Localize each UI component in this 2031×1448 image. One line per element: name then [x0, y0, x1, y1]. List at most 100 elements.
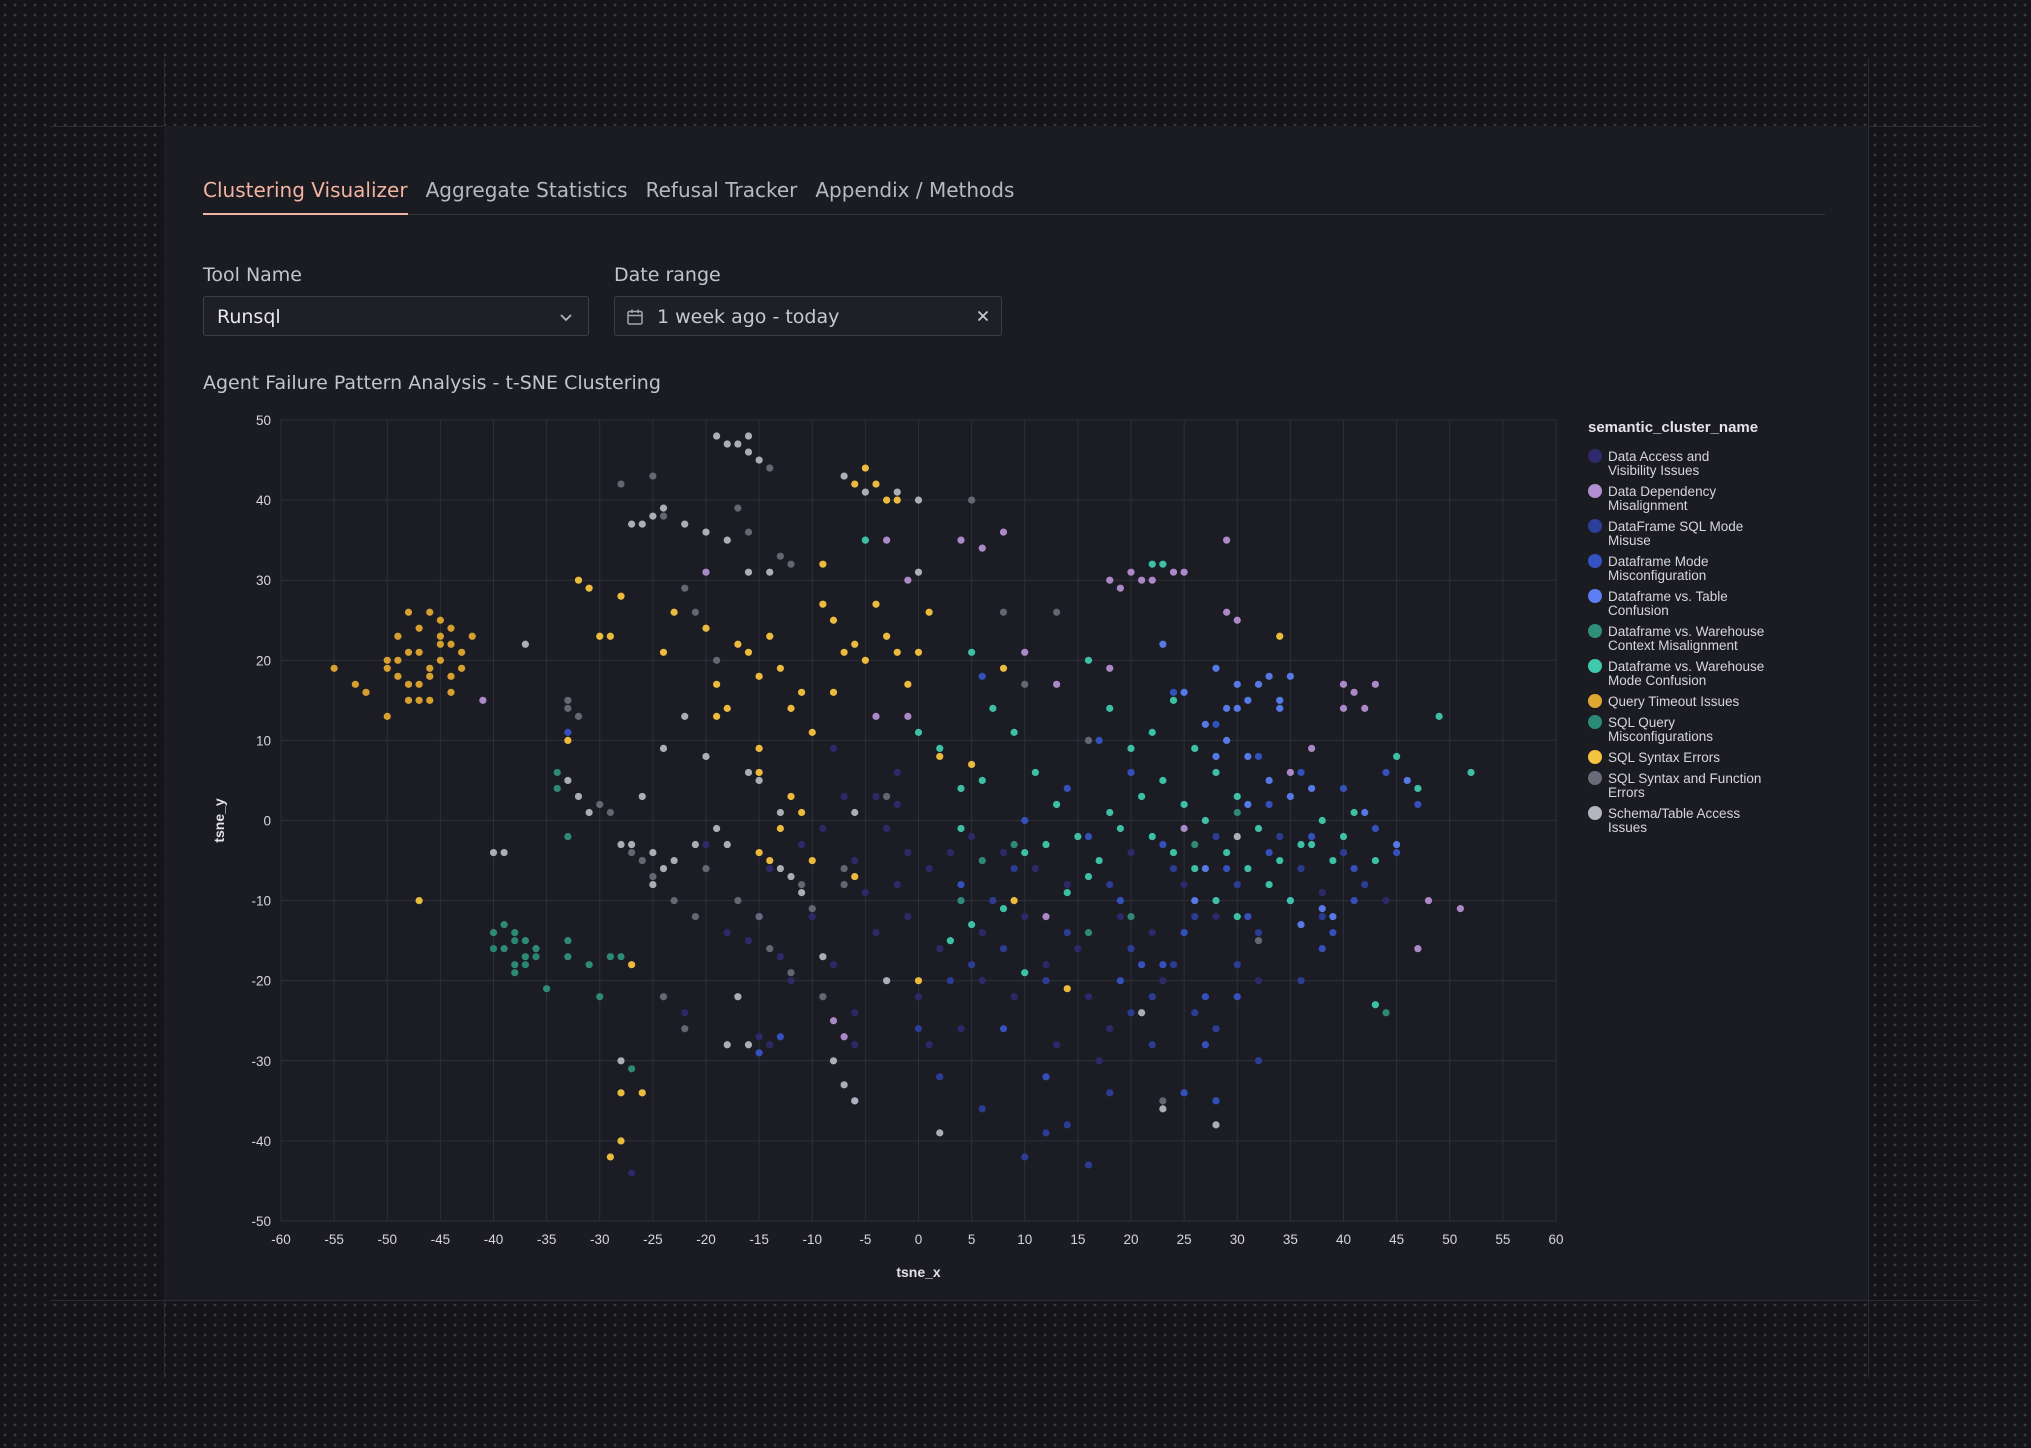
data-point	[362, 688, 370, 696]
y-axis-title: tsne_y	[211, 798, 227, 843]
data-point	[1159, 977, 1167, 985]
data-point	[1414, 800, 1422, 809]
data-point	[1127, 945, 1135, 953]
data-point	[1393, 840, 1401, 849]
data-point	[553, 784, 561, 793]
data-point	[681, 1025, 689, 1033]
data-point	[404, 608, 413, 616]
data-point	[426, 608, 434, 616]
data-point	[1095, 856, 1103, 865]
data-point	[1095, 1057, 1103, 1065]
data-point	[989, 897, 997, 905]
close-icon[interactable]	[975, 308, 991, 328]
data-point	[1031, 864, 1039, 873]
data-point	[1106, 576, 1114, 584]
data-point	[1148, 728, 1156, 736]
data-point	[999, 848, 1008, 857]
data-point	[744, 768, 753, 777]
data-point	[691, 840, 699, 849]
data-point	[883, 536, 891, 544]
data-point	[978, 672, 986, 680]
data-point	[1201, 720, 1209, 728]
tab-aggregate-statistics[interactable]: Aggregate Statistics	[425, 178, 628, 202]
data-point	[1212, 752, 1220, 761]
data-point	[914, 1025, 923, 1033]
data-point	[447, 688, 455, 696]
data-point	[1127, 744, 1135, 753]
data-point	[946, 937, 954, 945]
data-point	[1371, 824, 1379, 833]
data-point	[1053, 608, 1061, 616]
data-point	[585, 584, 593, 592]
data-point	[808, 728, 816, 736]
data-point	[1106, 880, 1114, 889]
data-point	[1053, 680, 1061, 688]
data-point	[840, 1033, 848, 1041]
data-point	[596, 993, 604, 1001]
data-point	[702, 840, 710, 849]
data-point	[1042, 961, 1050, 969]
x-tick-label: 25	[1177, 1232, 1192, 1247]
data-point	[670, 856, 678, 865]
x-tick-label: 40	[1336, 1232, 1351, 1247]
date-range-label: Date range	[614, 264, 721, 286]
data-point	[1254, 929, 1263, 937]
data-point	[436, 656, 444, 664]
tab-appendix-methods[interactable]: Appendix / Methods	[815, 178, 1015, 202]
data-point	[1063, 888, 1071, 897]
data-point	[649, 472, 657, 480]
data-point	[1084, 1161, 1093, 1169]
data-point	[723, 929, 731, 937]
data-point	[617, 1089, 625, 1097]
data-point	[659, 993, 668, 1001]
data-point	[978, 856, 986, 865]
data-point	[755, 456, 763, 464]
data-point	[914, 648, 923, 656]
data-point	[564, 776, 572, 785]
data-point	[936, 1129, 944, 1137]
data-point	[1286, 768, 1294, 777]
data-point	[883, 632, 891, 640]
data-point	[564, 953, 572, 961]
data-point	[447, 640, 455, 648]
data-point	[500, 945, 508, 953]
tool-name-select[interactable]: Runsql	[203, 296, 589, 336]
data-point	[1329, 856, 1337, 865]
data-point	[713, 680, 721, 688]
data-point	[787, 969, 795, 977]
tab-refusal-tracker[interactable]: Refusal Tracker	[645, 178, 798, 202]
data-point	[681, 712, 689, 720]
data-point	[999, 664, 1008, 672]
data-point	[404, 696, 413, 704]
data-point	[1223, 704, 1231, 712]
data-point	[723, 840, 731, 849]
data-point	[1297, 768, 1305, 777]
data-point	[1297, 864, 1305, 873]
data-point	[1223, 536, 1231, 544]
data-point	[861, 536, 869, 544]
data-point	[999, 905, 1008, 913]
data-point	[638, 792, 646, 801]
tab-clustering-visualizer[interactable]: Clustering Visualizer	[203, 178, 408, 215]
data-point	[702, 568, 710, 576]
data-point	[1318, 945, 1326, 953]
data-point	[787, 792, 795, 801]
date-range-input[interactable]: 1 week ago - today	[614, 296, 1002, 336]
data-point	[851, 808, 859, 817]
y-tick-label: 0	[263, 814, 271, 829]
data-point	[1201, 993, 1209, 1001]
data-point	[1233, 616, 1241, 624]
data-point	[851, 1097, 859, 1105]
calendar-icon	[626, 308, 644, 330]
data-point	[1201, 1041, 1209, 1049]
data-point	[1106, 704, 1114, 712]
data-point	[617, 953, 625, 961]
y-tick-label: 30	[256, 573, 271, 588]
data-point	[1308, 744, 1316, 753]
data-point	[1148, 1041, 1156, 1049]
data-point	[436, 640, 444, 648]
data-point	[829, 744, 838, 753]
data-point	[447, 672, 455, 680]
data-point	[649, 512, 657, 520]
data-point	[1308, 784, 1316, 793]
